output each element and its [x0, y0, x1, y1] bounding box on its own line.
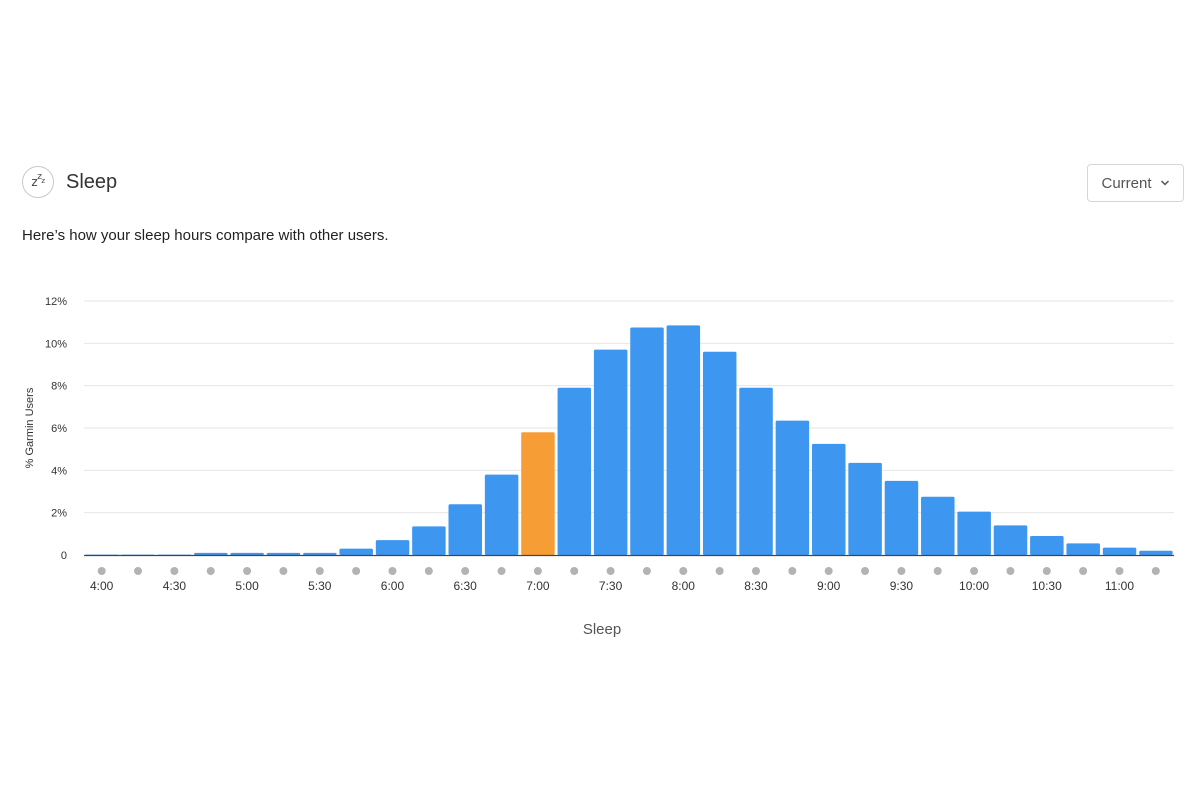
x-tick-dot	[1006, 567, 1015, 575]
sleep-distribution-chart: 0 2% 4% 6% 8% 10% 12% 4:00 4:30 5:00 5:30 6:00 6:30 7…	[24, 296, 1174, 638]
chart-subtitle: Here’s how your sleep hours compare with…	[22, 227, 389, 244]
x-tick-dot	[206, 567, 215, 575]
x-tick-label: 5:30	[308, 579, 332, 593]
bar	[484, 474, 519, 555]
x-tick-label: 10:00	[959, 579, 989, 593]
bar	[1102, 547, 1137, 555]
x-tick-dot	[679, 567, 688, 575]
x-tick-dot	[970, 567, 979, 575]
bar	[194, 552, 228, 555]
bar	[630, 327, 664, 555]
y-axis-label: % Garmin Users	[24, 387, 36, 468]
x-tick-label: 10:30	[1032, 579, 1062, 593]
x-tick-label: 6:00	[381, 579, 405, 593]
bar	[593, 349, 628, 555]
x-tick-label: 7:00	[526, 579, 550, 593]
bar	[957, 511, 991, 555]
x-tick-dot	[461, 567, 470, 575]
bar	[812, 443, 846, 555]
x-tick-dot	[715, 567, 724, 575]
x-tick-dot	[134, 567, 143, 575]
x-axis-label: Sleep	[583, 621, 621, 638]
bar	[339, 548, 373, 555]
x-tick-dot	[388, 567, 397, 575]
x-tick-dot	[352, 567, 361, 575]
x-tick-dot	[243, 567, 252, 575]
x-tick-dot	[497, 567, 506, 575]
x-tick-dot	[861, 567, 870, 575]
x-tick-dot	[97, 567, 106, 575]
x-tick-dot	[1151, 567, 1160, 575]
x-tick-dot	[824, 567, 833, 575]
chevron-down-icon	[1160, 180, 1169, 186]
bar	[557, 387, 592, 555]
period-dropdown[interactable]: Current	[1087, 164, 1184, 202]
bar	[230, 552, 264, 555]
x-tick-label: 4:00	[90, 579, 114, 593]
x-tick-dot	[642, 567, 651, 575]
x-tick-dot	[933, 567, 942, 575]
x-tick-dot	[424, 567, 433, 575]
x-tick-label: 4:30	[163, 579, 187, 593]
x-tick-dot	[170, 567, 179, 575]
bar	[702, 351, 737, 555]
y-tick-label: 6%	[51, 423, 67, 435]
x-tick-dot	[897, 567, 906, 575]
bar	[266, 552, 301, 555]
y-tick-label: 8%	[51, 381, 67, 393]
x-tick-label: 6:30	[453, 579, 477, 593]
y-tick-label: 12%	[45, 296, 67, 308]
bar	[1030, 535, 1064, 555]
bar	[375, 540, 410, 555]
x-tick-dot	[533, 567, 542, 575]
x-tick-label: 5:00	[235, 579, 259, 593]
x-tick-label: 11:00	[1105, 579, 1134, 593]
bar-highlight	[521, 432, 555, 555]
x-tick-dot	[279, 567, 288, 575]
x-tick-dot	[1042, 567, 1051, 575]
bar	[666, 325, 701, 555]
x-tick-dot	[1115, 567, 1124, 575]
x-tick-label: 8:00	[672, 579, 696, 593]
x-tick-label: 9:30	[890, 579, 914, 593]
bar	[884, 480, 919, 555]
x-tick-dot	[1079, 567, 1088, 575]
bar	[412, 526, 446, 555]
period-dropdown-label: Current	[1101, 174, 1152, 192]
x-tick-label: 8:30	[744, 579, 768, 593]
page-title: Sleep	[66, 170, 118, 193]
x-tick-label: 9:00	[817, 579, 841, 593]
bar	[1139, 550, 1173, 555]
x-tick-dot	[315, 567, 324, 575]
bar	[993, 525, 1028, 555]
y-tick-label: 2%	[51, 508, 67, 520]
bar	[1066, 543, 1100, 555]
bar	[921, 496, 955, 555]
y-tick-label: 0	[61, 550, 67, 562]
x-tick-dot	[751, 567, 760, 575]
bar	[848, 462, 882, 555]
bar	[775, 420, 810, 555]
x-tick-dot	[570, 567, 579, 575]
x-tick-dot	[606, 567, 615, 575]
y-tick-label: 4%	[51, 465, 67, 477]
y-tick-label: 10%	[45, 338, 67, 350]
bar	[739, 387, 773, 555]
bar	[303, 552, 337, 555]
x-tick-label: 7:30	[599, 579, 623, 593]
x-tick-dot	[788, 567, 797, 575]
bar	[448, 504, 482, 555]
